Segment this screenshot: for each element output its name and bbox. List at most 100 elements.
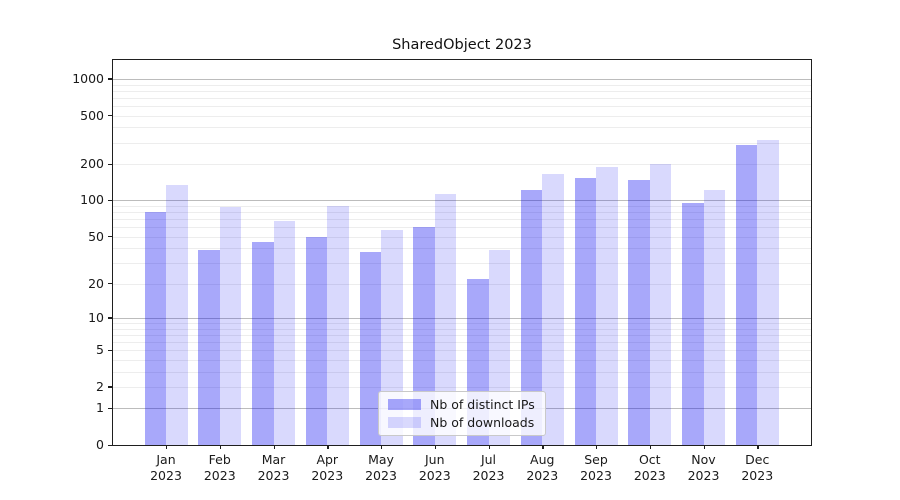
bar-downloads-sep: [596, 166, 618, 445]
x-tick-year: 2023: [472, 467, 505, 483]
x-tick-month: Jan: [156, 452, 176, 467]
y-gridline-minor: [113, 328, 811, 330]
bar-distinct-ips-mar: [252, 242, 274, 445]
x-tick-month: Jul: [480, 452, 497, 467]
legend: Nb of distinct IPs Nb of downloads: [378, 391, 546, 436]
x-tick-year: 2023: [203, 467, 236, 483]
y-tick-label: 5: [96, 342, 104, 358]
bar-downloads-nov: [703, 190, 725, 445]
y-axis-tick: [108, 283, 112, 285]
y-tick-label: 50: [88, 228, 104, 244]
y-tick-label: 1: [96, 400, 104, 416]
y-gridline-minor: [113, 90, 811, 92]
x-tick-month: Jun: [424, 452, 445, 467]
y-gridline-major: [113, 317, 811, 319]
x-tick-year: 2023: [150, 467, 182, 483]
y-axis-tick: [108, 444, 112, 446]
y-tick-label: 1000: [72, 70, 104, 86]
y-tick-label: 500: [80, 107, 104, 123]
x-axis-tick: [703, 445, 705, 449]
legend-swatch-downloads: [388, 416, 421, 429]
x-tick-label: Jan 2023: [134, 452, 198, 483]
bar-downloads-feb: [219, 207, 242, 445]
x-tick-month: Oct: [638, 452, 661, 467]
x-tick-year: 2023: [687, 467, 720, 483]
x-tick-label: Dec 2023: [725, 452, 789, 483]
x-axis-tick: [596, 445, 598, 449]
y-tick-label: 20: [88, 275, 104, 291]
legend-swatch-distinct-ips: [388, 398, 421, 411]
y-axis-tick: [108, 163, 112, 165]
legend-label-downloads: Nb of downloads: [430, 415, 535, 430]
bar-downloads-aug: [542, 174, 564, 445]
x-tick-label: Feb 2023: [188, 452, 252, 483]
bar-distinct-ips-may: [359, 252, 381, 445]
x-tick-year: 2023: [741, 467, 774, 483]
y-gridline-minor: [113, 323, 811, 324]
y-tick-label: 2: [96, 378, 104, 394]
bar-downloads-jan: [166, 184, 188, 445]
y-axis-tick: [108, 78, 112, 80]
y-gridline-minor: [113, 105, 811, 107]
x-axis-tick: [273, 445, 275, 449]
x-tick-month: Dec: [745, 452, 770, 467]
x-axis-tick: [381, 445, 383, 449]
x-tick-year: 2023: [526, 467, 559, 483]
bar-distinct-ips-oct: [628, 179, 650, 445]
y-gridline-minor: [113, 219, 811, 221]
x-tick-year: 2023: [418, 467, 451, 483]
bar-distinct-ips-jun: [413, 227, 435, 445]
bar-distinct-ips-feb: [198, 249, 220, 445]
x-tick-label: Mar 2023: [242, 452, 306, 483]
y-axis-tick: [108, 199, 112, 202]
y-axis-tick: [108, 349, 112, 351]
y-gridline-minor: [113, 227, 811, 229]
legend-item-distinct-ips: Nb of distinct IPs: [388, 397, 535, 412]
x-tick-year: 2023: [633, 467, 666, 483]
y-gridline-minor: [113, 97, 811, 99]
x-axis-tick: [757, 445, 759, 449]
y-gridline-minor: [113, 341, 811, 343]
legend-label-distinct-ips: Nb of distinct IPs: [430, 397, 535, 412]
y-gridline-minor: [113, 127, 811, 129]
bar-distinct-ips-jan: [144, 212, 166, 445]
bar-downloads-dec: [757, 139, 779, 445]
y-tick-label: 10: [88, 309, 104, 325]
x-axis-tick: [327, 445, 329, 449]
y-gridline-minor: [113, 205, 811, 207]
bar-distinct-ips-sep: [574, 178, 596, 445]
x-axis-tick: [488, 445, 490, 449]
x-tick-year: 2023: [365, 467, 397, 483]
bar-distinct-ips-aug: [520, 190, 543, 445]
y-gridline-minor: [113, 386, 811, 388]
y-gridline-minor: [113, 359, 811, 361]
x-tick-label: Jun 2023: [403, 452, 467, 483]
y-tick-label: 0: [96, 437, 104, 452]
y-gridline-minor: [113, 115, 811, 117]
y-gridline-minor: [113, 334, 811, 336]
y-tick-label: 200: [80, 156, 104, 171]
bar-downloads-oct: [649, 164, 672, 445]
y-gridline-major: [113, 78, 811, 80]
x-axis-tick: [166, 445, 168, 449]
y-axis-tick: [108, 236, 112, 238]
legend-item-downloads: Nb of downloads: [388, 415, 535, 430]
y-gridline-minor: [113, 212, 811, 214]
x-tick-label: Jul 2023: [457, 452, 521, 483]
x-tick-month: Feb: [208, 452, 231, 467]
y-gridline-minor: [113, 350, 811, 352]
bar-downloads-mar: [273, 220, 295, 445]
chart-title: SharedObject 2023: [392, 37, 532, 53]
y-axis-tick: [108, 115, 112, 117]
x-tick-month: Aug: [530, 452, 555, 467]
y-tick-label: 100: [80, 192, 104, 208]
y-gridline-minor: [113, 263, 811, 265]
y-axis-tick: [108, 317, 112, 319]
y-gridline-minor: [113, 248, 811, 250]
bar-distinct-ips-apr: [305, 236, 328, 445]
y-axis-tick: [108, 386, 112, 388]
bar-downloads-apr: [327, 205, 349, 445]
plot-area: [112, 59, 812, 446]
x-tick-year: 2023: [311, 467, 344, 483]
